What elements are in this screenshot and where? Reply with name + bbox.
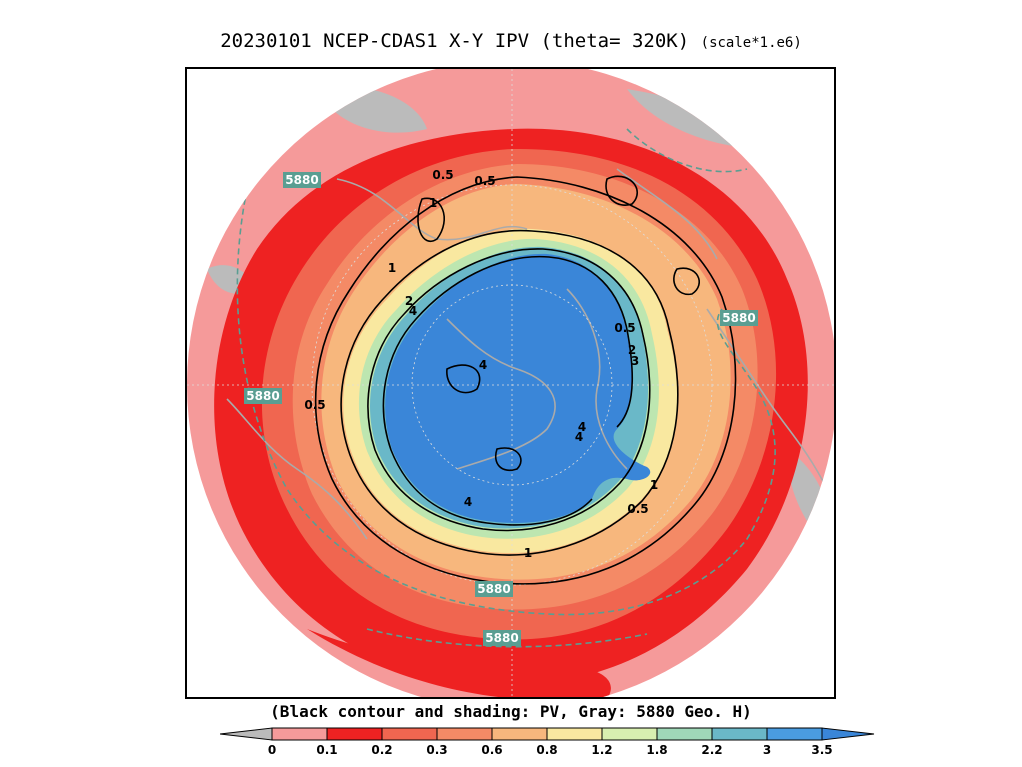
geoh-contour	[236, 188, 776, 616]
pv-label: 1	[524, 546, 532, 560]
coastline	[446, 318, 556, 470]
colorbar-right-arrow	[821, 727, 875, 741]
colorbar-tick-label: 0.6	[481, 743, 502, 757]
pv-label: 1	[650, 478, 658, 492]
pv-contour-island	[495, 447, 522, 471]
pv-0.1-band	[307, 629, 611, 697]
coastline	[616, 168, 718, 260]
pv-label: 3	[631, 354, 639, 368]
pv-contour-4	[382, 255, 634, 526]
pv-label: 1	[388, 261, 396, 275]
title-scale: (scale*1.e6)	[700, 35, 802, 51]
colorbar-boxes	[220, 727, 875, 741]
colorbar-box	[491, 727, 548, 741]
pv-contour-4-island	[446, 364, 481, 394]
geoh-label: 5880	[485, 631, 518, 645]
pv-label: 1	[429, 196, 437, 210]
pv-label: 4	[464, 495, 472, 509]
pv-label: 0.5	[627, 502, 648, 516]
chart-title: 20230101 NCEP-CDAS1 X-Y IPV (theta= 320K…	[0, 30, 1022, 52]
coastline	[566, 288, 628, 470]
pv-contour-1-island	[417, 197, 446, 242]
pv-contour-island	[605, 175, 638, 206]
polar-map: 5880 5880 5880 5880 5880 0.5 0.5 1 1 2 4…	[187, 69, 834, 697]
colorbar-tick-label: 0	[268, 743, 276, 757]
pv-contour-island	[673, 267, 700, 296]
geoh-5880-contour	[236, 128, 776, 648]
colorbar-tick-label: 0.3	[426, 743, 447, 757]
colorbar-box	[546, 727, 603, 741]
colorbar-box	[436, 727, 493, 741]
pv-labels: 0.5 0.5 1 1 2 4 0.5 2 3 4 0.5 4 4 1 0.5 …	[304, 168, 658, 560]
coastline	[226, 398, 368, 540]
colorbar-tick-label: 0.8	[536, 743, 557, 757]
colorbar-ticks: 0 0.1 0.2 0.3 0.6 0.8 1.2 1.8 2.2 3 3.5	[268, 743, 833, 757]
pv-label: 2	[405, 294, 413, 308]
colorbar-box	[711, 727, 768, 741]
pv-contour-1	[340, 229, 679, 556]
pv-label: 4	[479, 358, 487, 372]
pv-label: 4	[578, 420, 586, 434]
pv-label: 0.5	[432, 168, 453, 182]
pv-label: 0.5	[304, 398, 325, 412]
colorbar-box	[326, 727, 383, 741]
colorbar-box	[766, 727, 823, 741]
colorbar-box	[601, 727, 658, 741]
pv-contours	[314, 175, 737, 585]
geoh-labels: 5880 5880 5880 5880 5880	[244, 172, 758, 646]
pv-contour-0.5	[314, 176, 737, 585]
colorbar: 0 0.1 0.2 0.3 0.6 0.8 1.2 1.8 2.2 3 3.5	[220, 727, 875, 757]
colorbar-tick-label: 1.2	[591, 743, 612, 757]
coastline	[706, 308, 828, 490]
colorbar-tick-label: 3.5	[811, 743, 832, 757]
colorbar-box	[656, 727, 713, 741]
geoh-label: 5880	[477, 582, 510, 596]
colorbar-left-arrow	[220, 727, 273, 741]
pv-label: 4	[409, 304, 417, 318]
pv-field	[187, 69, 834, 697]
pv-label: 0.5	[614, 321, 635, 335]
pv-3.5-core	[385, 253, 651, 523]
geoh-label: 5880	[246, 389, 279, 403]
pv-label: 0.5	[474, 174, 495, 188]
colorbar-tick-label: 3	[763, 743, 771, 757]
colorbar-box	[381, 727, 438, 741]
colorbar-tick-label: 0.2	[371, 743, 392, 757]
colorbar-tick-label: 1.8	[646, 743, 667, 757]
colorbar-tick-label: 0.1	[316, 743, 337, 757]
pv-label: 2	[628, 343, 636, 357]
map-frame: 5880 5880 5880 5880 5880 0.5 0.5 1 1 2 4…	[185, 67, 836, 699]
pv-contour-2	[367, 248, 651, 532]
colorbar-box	[271, 727, 328, 741]
geoh-label: 5880	[722, 311, 755, 325]
colorbar-tick-label: 2.2	[701, 743, 722, 757]
geoh-label: 5880	[285, 173, 318, 187]
map-caption: (Black contour and shading: PV, Gray: 58…	[270, 702, 752, 721]
pv-label: 4	[575, 430, 583, 444]
title-main: 20230101 NCEP-CDAS1 X-Y IPV (theta= 320K…	[220, 30, 690, 52]
geoh-contour	[626, 128, 748, 173]
geoh-contour	[366, 628, 648, 648]
